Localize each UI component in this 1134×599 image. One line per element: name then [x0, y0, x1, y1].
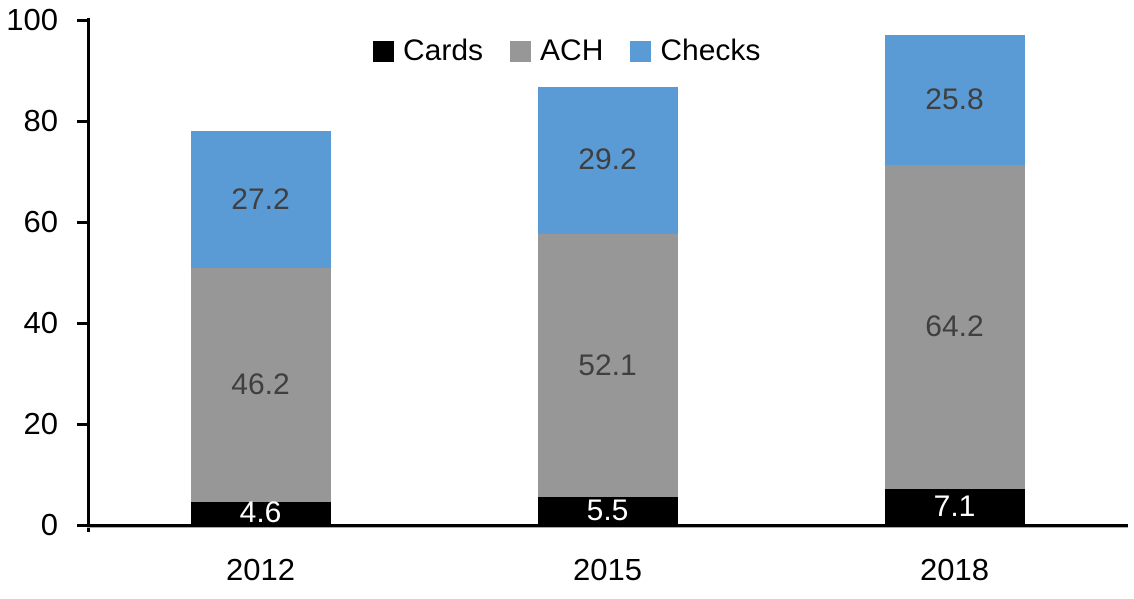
data-label-cards-2018: 7.1 [933, 490, 976, 524]
bar-segment-ach-2015 [537, 234, 678, 498]
y-tick-mark [77, 220, 87, 224]
y-tick-label: 20 [23, 406, 58, 441]
y-tick-label: 80 [23, 103, 58, 138]
data-label-checks-2015: 29.2 [578, 143, 637, 177]
y-tick-label: 60 [23, 204, 58, 239]
legend-swatch-ach [510, 40, 532, 62]
bar-segment-cards-2012 [190, 501, 331, 525]
legend-swatch-checks [630, 40, 652, 62]
bar-segment-ach-2012 [190, 268, 331, 502]
y-tick-label: 100 [6, 2, 58, 37]
legend-label-ach: ACH [540, 34, 604, 67]
legend-item-cards: Cards [373, 35, 483, 67]
bar-segment-checks-2018 [884, 34, 1025, 165]
legend-item-ach: ACH [510, 35, 603, 67]
y-tick-mark [77, 422, 87, 426]
x-tick-label-2018: 2018 [920, 552, 989, 587]
bar-segment-ach-2018 [884, 164, 1025, 490]
y-tick-mark [77, 523, 87, 527]
data-label-checks-2018: 25.8 [925, 82, 984, 116]
y-tick-label: 0 [40, 507, 58, 542]
bar-segment-checks-2012 [190, 131, 331, 269]
y-tick-mark [77, 321, 87, 325]
bar-segment-cards-2018 [884, 489, 1025, 525]
data-label-ach-2012: 46.2 [231, 368, 290, 402]
legend-label-checks: Checks [660, 34, 761, 67]
x-axis-line [87, 524, 1128, 527]
y-tick-mark [77, 119, 87, 123]
data-label-cards-2015: 5.5 [586, 494, 629, 528]
bar-segment-cards-2015 [537, 497, 678, 525]
x-tick-label-2015: 2015 [573, 552, 642, 587]
x-tick-label-2012: 2012 [226, 552, 295, 587]
data-label-checks-2012: 27.2 [231, 182, 290, 216]
data-label-ach-2018: 64.2 [925, 310, 984, 344]
legend-item-checks: Checks [630, 35, 760, 67]
data-label-cards-2012: 4.6 [239, 496, 282, 530]
y-axis-line [87, 18, 90, 532]
data-label-ach-2015: 52.1 [578, 348, 637, 382]
y-tick-mark [77, 18, 87, 22]
legend-label-cards: Cards [403, 34, 484, 67]
chart-legend: Cards ACH Checks [373, 35, 760, 67]
legend-swatch-cards [373, 40, 394, 62]
y-tick-label: 40 [23, 305, 58, 340]
bar-segment-checks-2015 [537, 86, 678, 235]
